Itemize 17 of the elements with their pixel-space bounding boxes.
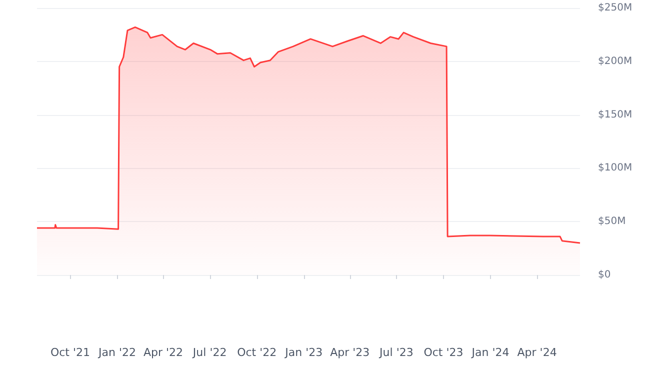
x-tick-label: Apr '23 xyxy=(330,346,370,359)
x-tick-label: Oct '23 xyxy=(424,346,464,359)
x-tick-label: Jul '22 xyxy=(192,346,227,359)
x-tick-label: Jan '23 xyxy=(284,346,323,359)
x-tick-label: Apr '22 xyxy=(144,346,184,359)
x-tick-label: Oct '21 xyxy=(50,346,90,359)
x-tick-label: Oct '22 xyxy=(237,346,277,359)
y-tick-label: $150M xyxy=(598,109,632,120)
y-tick-label: $50M xyxy=(598,216,626,228)
y-tick-label: $0 xyxy=(598,270,611,280)
x-tick-label: Jan '22 xyxy=(98,346,136,359)
y-tick-label: $200M xyxy=(598,56,632,67)
y-tick-label: $250M xyxy=(598,2,632,14)
x-tick-label: Jul '23 xyxy=(378,346,414,359)
x-tick-label: Apr '24 xyxy=(517,346,557,359)
x-tick-label: Jan '24 xyxy=(470,346,510,359)
y-tick-label: $100M xyxy=(598,162,632,174)
